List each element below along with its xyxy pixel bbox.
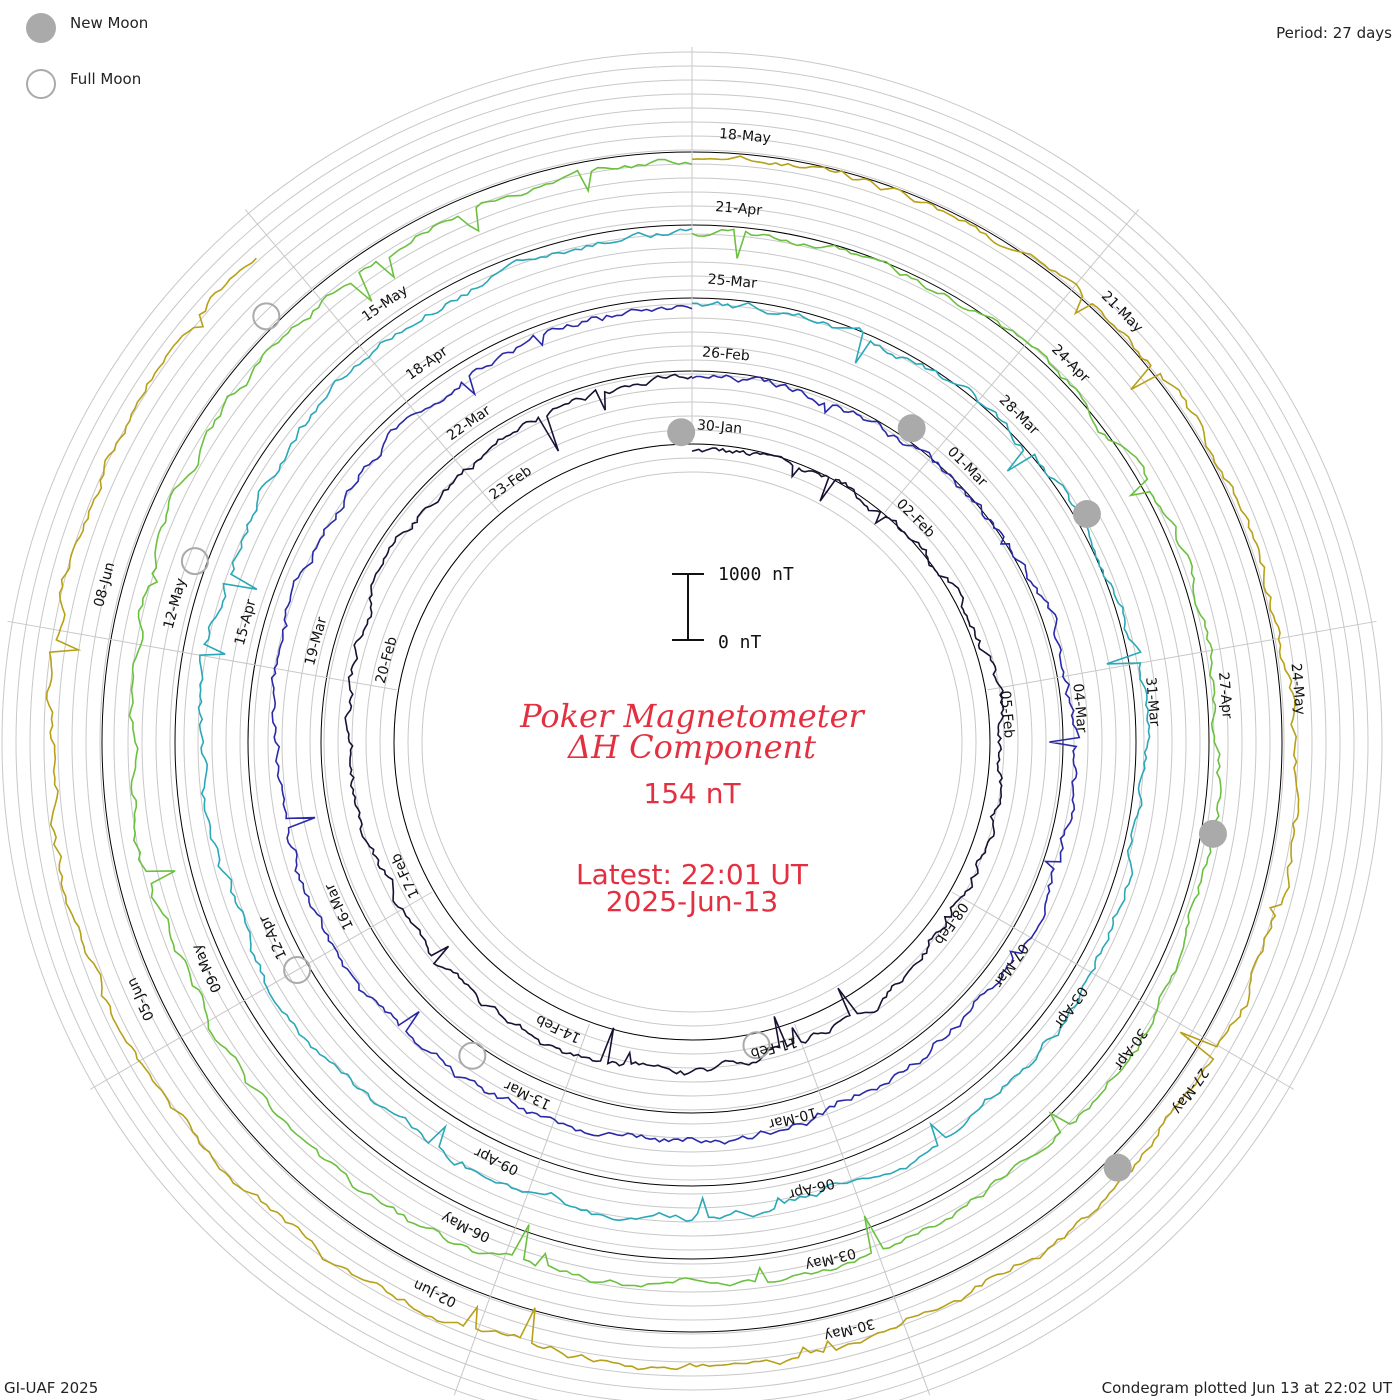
ring-trace [45,155,1300,1371]
scale-bottom-label: 0 nT [718,632,762,653]
current-value: 154 nT [643,777,741,810]
latest-date: 2025-Jun-13 [606,885,778,918]
date-label: 24-Apr [1048,341,1093,386]
ring-trace [270,304,1081,1145]
date-label: 18-Apr [403,343,451,383]
date-label: 25-Mar [707,272,758,292]
ring-baseline [393,443,991,1041]
date-spokes [7,47,1377,1396]
plotted-label: Condegram plotted Jun 13 at 22:02 UT [1102,1379,1393,1397]
date-label: 10-Mar [767,1104,819,1132]
chart-subtitle: ΔH Component [566,728,816,766]
full-moon-marker [252,302,281,331]
grid-circle [421,471,963,1013]
date-label: 28-Mar [996,392,1042,438]
scale-top-label: 1000 nT [718,564,794,585]
grid-spoke [794,1023,931,1396]
latest-time: Latest: 22:01 UT [576,858,809,891]
moon-markers [180,302,1227,1182]
date-label: 15-Apr [232,598,260,648]
date-label: 05-Feb [997,690,1017,739]
date-label: 02-Feb [893,496,938,541]
grid-spoke [453,1023,590,1396]
date-label: 20-Feb [373,635,401,685]
date-label: 04-Mar [1069,683,1089,734]
date-label: 30-Apr [1110,1025,1150,1073]
credit-label: GI-UAF 2025 [4,1379,98,1397]
date-label: 21-Apr [715,199,763,219]
full-moon-legend-label: Full Moon [70,70,141,88]
full-moon-legend-icon [26,69,56,99]
grid-spoke [987,620,1377,691]
chart-title: Poker Magnetometer [519,697,865,735]
date-label: 13-Mar [502,1077,554,1112]
grid-spoke [89,891,433,1090]
new-moon-legend-icon [26,13,56,43]
date-label: 06-May [439,1209,493,1245]
date-label: 27-Apr [1215,671,1235,719]
new-moon-legend-label: New Moon [70,14,148,32]
new-moon-marker [1103,1153,1132,1182]
date-label: 08-Jun [91,561,118,609]
date-label: 30-May [822,1315,876,1344]
grid-spoke [884,209,1140,513]
date-label: 30-Jan [696,417,742,437]
date-label: 31-Mar [1142,677,1162,728]
date-label: 01-Mar [944,444,990,490]
new-moon-marker [1198,819,1227,848]
new-moon-marker [667,418,696,447]
date-label: 03-Apr [1050,983,1090,1031]
new-moon-marker [897,414,926,443]
date-label: 22-Mar [444,402,494,444]
date-label: 19-Mar [302,615,330,667]
date-label: 07-Mar [990,940,1032,990]
full-moon-marker [180,547,209,576]
date-label: 18-May [718,126,771,146]
full-moon-marker [742,1031,771,1060]
ring-trace [344,373,1005,1076]
date-label: 26-Feb [702,344,751,364]
grid-spoke [951,891,1295,1090]
date-label: 06-Apr [787,1174,837,1202]
grid-circle [407,457,977,1027]
full-moon-marker [458,1041,487,1070]
period-label: Period: 27 days [1276,24,1392,42]
date-label: 11-Feb [749,1033,799,1061]
date-label: 16-Mar [322,880,357,932]
date-label: 24-May [1287,663,1307,716]
new-moon-marker [1072,500,1101,528]
full-moon-marker [283,956,312,984]
grid-spoke [244,209,500,513]
ring-trace [128,158,1222,1288]
